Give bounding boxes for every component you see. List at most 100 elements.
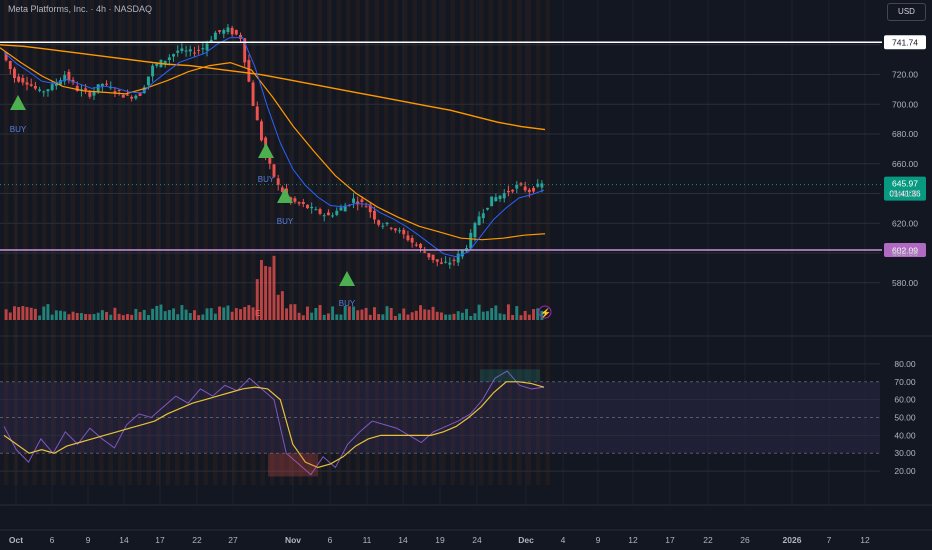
volume-bar xyxy=(268,266,272,320)
candle-body xyxy=(226,27,230,33)
volume-bar xyxy=(419,305,422,320)
candle-body xyxy=(523,186,527,191)
session-band xyxy=(422,0,427,485)
candle-body xyxy=(167,57,171,61)
x-tick-label: 12 xyxy=(628,535,638,545)
volume-bar xyxy=(356,310,360,320)
candle-body xyxy=(176,50,180,53)
candle-body xyxy=(293,198,297,202)
volume-bar xyxy=(218,306,222,320)
volume-bar xyxy=(343,305,347,320)
buy-signal-label: BUY xyxy=(10,125,27,134)
candle-body xyxy=(532,187,535,192)
session-band xyxy=(355,0,360,485)
candle-body xyxy=(230,27,234,35)
currency-button[interactable]: USD xyxy=(887,3,926,21)
candle-body xyxy=(239,34,242,39)
candle-body xyxy=(318,209,322,214)
volume-bar xyxy=(465,308,469,320)
session-band xyxy=(279,0,284,485)
candle-body xyxy=(301,202,305,205)
session-band xyxy=(165,0,170,485)
candle-body xyxy=(540,183,544,188)
symbol-title[interactable]: Meta Platforms, Inc. · 4h · NASDAQ xyxy=(8,4,153,14)
x-tick-label: 17 xyxy=(155,535,165,545)
candle-body xyxy=(414,244,418,246)
candle-body xyxy=(377,220,381,225)
volume-bar xyxy=(63,311,67,320)
candle-body xyxy=(251,82,255,106)
volume-bar xyxy=(255,279,259,320)
x-tick-label: 6 xyxy=(50,535,55,545)
rsi-tick-label: 20.00 xyxy=(894,466,916,476)
session-band xyxy=(23,0,28,485)
volume-bar xyxy=(439,312,443,320)
candle-body xyxy=(243,38,247,63)
candle-body xyxy=(105,83,109,85)
volume-bar xyxy=(138,312,142,320)
candle-body xyxy=(297,202,301,204)
candle-body xyxy=(184,50,188,52)
volume-bar xyxy=(285,308,289,320)
current-price-badge xyxy=(884,176,926,201)
candle-body xyxy=(255,106,259,121)
x-tick-label: 26 xyxy=(740,535,750,545)
x-tick-label: 11 xyxy=(363,535,372,545)
volume-bar xyxy=(92,313,96,320)
volume-bar xyxy=(519,315,523,320)
rsi-tick-label: 50.00 xyxy=(894,413,916,423)
candle-body xyxy=(88,92,92,97)
x-tick-label: Dec xyxy=(518,535,534,545)
candle-body xyxy=(142,87,146,94)
candle-body xyxy=(314,209,318,211)
volume-bar xyxy=(377,314,381,320)
volume-bar xyxy=(243,306,247,320)
candle-body xyxy=(419,243,422,248)
x-tick-label: 9 xyxy=(86,535,91,545)
volume-bar xyxy=(25,307,29,320)
event-circle xyxy=(538,305,552,319)
candle-body xyxy=(469,232,473,249)
y-tick-label: 720.00 xyxy=(892,70,918,80)
volume-bar xyxy=(29,307,33,320)
candle-body xyxy=(439,262,443,264)
volume-bar xyxy=(460,312,464,320)
volume-bar xyxy=(473,313,477,320)
candle-body xyxy=(364,206,368,208)
session-band xyxy=(450,0,455,485)
volume-bar xyxy=(452,313,456,320)
session-band xyxy=(260,0,265,485)
candle-body xyxy=(155,63,159,66)
candle-body xyxy=(486,207,489,210)
session-band xyxy=(498,0,503,485)
candle-body xyxy=(197,49,201,51)
candle-body xyxy=(310,206,314,209)
volume-bar xyxy=(50,314,54,320)
candle-body xyxy=(527,189,531,193)
candle-body xyxy=(134,95,138,99)
volume-bar xyxy=(21,305,25,320)
volume-bar xyxy=(247,305,251,320)
candle-body xyxy=(54,83,58,86)
volume-bar xyxy=(477,304,481,320)
volume-bar xyxy=(4,309,8,320)
volume-bar xyxy=(536,308,540,320)
volume-bar xyxy=(373,307,376,320)
candle-body xyxy=(444,261,448,263)
volume-bar xyxy=(444,314,448,320)
x-tick-label: 6 xyxy=(328,535,333,545)
volume-bar xyxy=(172,308,175,320)
volume-bar xyxy=(213,313,217,320)
volume-bar xyxy=(17,306,21,320)
y-tick-label: 660.00 xyxy=(892,159,918,169)
volume-bar xyxy=(498,313,502,320)
candle-body xyxy=(536,183,540,187)
volume-bar xyxy=(251,307,255,320)
volume-bar xyxy=(209,308,213,320)
volume-bar xyxy=(406,314,410,320)
session-band xyxy=(346,0,351,485)
y-tick-label: 700.00 xyxy=(892,99,918,109)
x-tick-label: Nov xyxy=(285,535,301,545)
volume-bar xyxy=(84,314,88,320)
